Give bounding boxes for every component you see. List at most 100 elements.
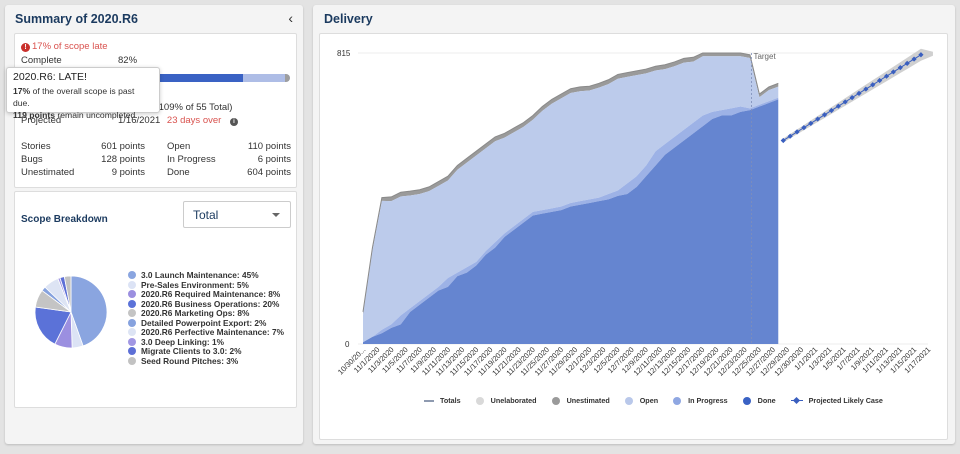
info-icon[interactable]: i (229, 118, 238, 126)
projected-point[interactable] (897, 65, 903, 71)
legend-dot-icon (128, 337, 136, 346)
projected-point[interactable] (849, 95, 855, 101)
chart-legend-label: In Progress (688, 396, 728, 405)
stat-value-in-progress: 6 points (257, 154, 291, 165)
projected-point[interactable] (815, 116, 821, 122)
legend-item[interactable]: 2020.R6 Marketing Ops: 8% (128, 308, 284, 319)
scope-breakdown-card: Scope Breakdown Total 3.0 Launch Mainten… (14, 191, 297, 408)
chart-legend-label: Open (639, 396, 659, 405)
legend-item[interactable]: 3.0 Deep Linking: 1% (128, 336, 284, 348)
elapsed-value: 60 Days (109% of 55 Total) (118, 102, 233, 113)
legend-item[interactable]: Migrate Clients to 3.0: 2% (128, 346, 284, 357)
projected-point[interactable] (856, 90, 862, 96)
legend-dot-icon (624, 396, 633, 405)
legend-label: 3.0 Deep Linking: 1% (141, 336, 224, 347)
projected-point[interactable] (918, 52, 924, 58)
legend-line-icon (424, 399, 434, 402)
done-area (363, 99, 779, 344)
stat-label-unestimated: Unestimated (21, 167, 75, 178)
y-tick-label: 815 (337, 49, 351, 58)
projected-point[interactable] (808, 120, 814, 126)
legend-dot-icon (128, 356, 136, 365)
legend-dot-icon (128, 280, 136, 289)
stat-label-open: Open (167, 141, 191, 152)
tooltip-line-2: 119 points remain uncompleted. (13, 110, 138, 120)
pie-slice[interactable] (70, 275, 108, 347)
scope-breakdown-title: Scope Breakdown (21, 214, 108, 225)
projected-point[interactable] (842, 99, 848, 105)
chart-legend-item[interactable]: Unestimated (551, 396, 610, 405)
legend-dot-icon (128, 290, 136, 298)
stat-value-open: 110 points (247, 141, 291, 152)
legend-label: 2020.R6 Required Maintenance: 8% (141, 289, 281, 299)
stat-label-bugs: Bugs (21, 154, 43, 165)
chart-legend-label: Unestimated (566, 396, 610, 405)
projected-point[interactable] (883, 73, 890, 79)
projected-point[interactable] (801, 125, 807, 131)
pie-slice[interactable] (63, 275, 72, 313)
complete-value: 82% (118, 55, 138, 66)
chart-legend-item[interactable]: Projected Likely Case (790, 396, 883, 405)
chart-legend-label: Unelaborated (490, 396, 537, 405)
projected-point[interactable] (780, 137, 786, 144)
late-tooltip: 2020.R6: LATE! 17% of the overall scope … (6, 67, 160, 120)
projected-days-over: 23 days over (166, 115, 222, 126)
legend-dot-icon (673, 396, 682, 405)
chart-legend-item[interactable]: Unelaborated (475, 396, 537, 405)
legend-label: Detailed Powerpoint Export: 2% (141, 317, 267, 328)
delivery-chart-card: 815 0 Target 10/30/20... 11/1/2020 11/3/2020 1… (319, 33, 948, 440)
projected-point[interactable] (870, 82, 876, 88)
delivery-chart: 8150Target10/30/20...11/1/202011/3/20201… (336, 48, 933, 378)
projected-point[interactable] (890, 69, 897, 75)
y-tick-label: 0 (345, 340, 350, 349)
legend-item[interactable]: 2020.R6 Business Operations: 20% (128, 299, 284, 310)
chart-legend-label: Projected Likely Case (808, 396, 883, 405)
legend-item[interactable]: 3.0 Launch Maintenance: 45% (128, 270, 284, 281)
scope-type-select[interactable]: Total (183, 201, 291, 228)
progress-done-fill (123, 74, 244, 82)
stat-value-stories: 601 points (101, 141, 145, 152)
completion-progress-bar (123, 74, 290, 82)
legend-item[interactable]: Seed Round Pitches: 3% (128, 355, 284, 367)
legend-item[interactable]: Pre-Sales Environment: 5% (128, 279, 284, 291)
legend-dot-icon (128, 299, 136, 308)
projected-point[interactable] (904, 60, 910, 66)
late-alert-text: 17% of scope late (32, 41, 108, 52)
alert-icon: ! (21, 43, 30, 52)
projected-point[interactable] (794, 129, 800, 135)
projected-point[interactable] (787, 133, 793, 139)
projected-point[interactable] (828, 107, 835, 114)
complete-label: Complete (21, 55, 62, 66)
open-area (363, 56, 779, 343)
projected-point[interactable] (835, 103, 841, 109)
chart-legend-item[interactable]: Totals (424, 396, 461, 405)
legend-item[interactable]: Detailed Powerpoint Export: 2% (128, 317, 284, 329)
legend-item[interactable]: 2020.R6 Perfective Maintenance: 7% (128, 327, 284, 338)
in-progress-area (363, 97, 779, 343)
chart-legend: Totals Unelaborated Unestimated Open In Prog… (424, 396, 898, 405)
legend-label: Seed Round Pitches: 3% (141, 355, 239, 366)
legend-dot-icon (128, 271, 136, 279)
delivery-panel: Delivery 815 0 Target 10/30/20... 11/1/2020 1… (313, 5, 955, 444)
stat-label-stories: Stories (21, 141, 51, 152)
legend-dot-icon (128, 318, 136, 327)
legend-label: 3.0 Launch Maintenance: 45% (141, 270, 259, 280)
scope-pie-chart (34, 275, 108, 349)
legend-dot-icon (128, 347, 136, 355)
chart-legend-item[interactable]: Open (624, 396, 659, 405)
chart-legend-label: Totals (440, 396, 461, 405)
projected-point[interactable] (877, 77, 883, 84)
chevron-down-icon (272, 213, 280, 217)
tooltip-title: 2020.R6: LATE! (13, 71, 87, 83)
legend-dot-icon (128, 309, 136, 317)
chart-legend-item[interactable]: Done (742, 396, 776, 405)
legend-item[interactable]: 2020.R6 Required Maintenance: 8% (128, 289, 284, 300)
chart-legend-item[interactable]: In Progress (673, 396, 728, 405)
projected-point[interactable] (821, 112, 828, 118)
projected-point[interactable] (911, 56, 917, 62)
pie-slice[interactable] (34, 306, 72, 345)
legend-label: Pre-Sales Environment: 5% (141, 279, 249, 290)
late-alert[interactable]: ! 17% of scope late (21, 41, 108, 52)
legend-diamond-icon (790, 396, 803, 405)
collapse-chevron-icon[interactable]: ‹ (288, 10, 293, 26)
